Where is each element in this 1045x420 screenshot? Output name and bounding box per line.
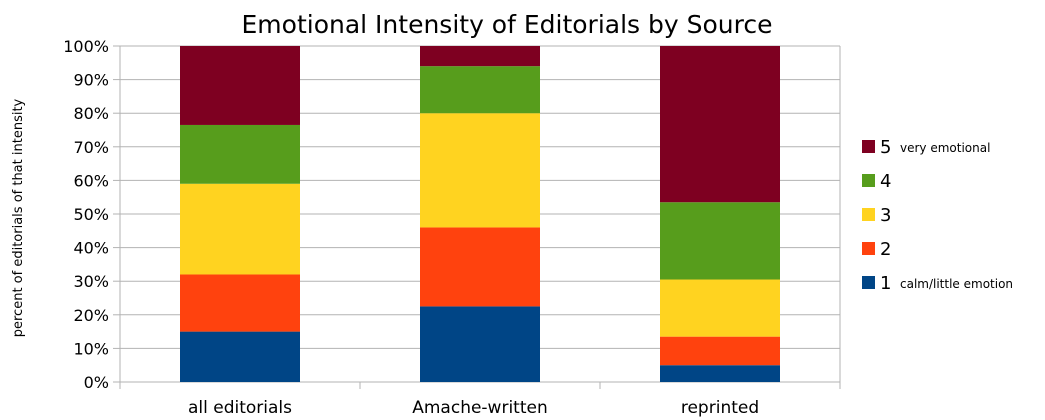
bar-segment [420, 113, 540, 228]
bar-segment [660, 336, 780, 366]
chart-title: Emotional Intensity of Editorials by Sou… [242, 10, 773, 39]
legend-swatch [862, 140, 875, 153]
bar-segment [420, 46, 540, 67]
y-tick-label: 80% [73, 104, 109, 123]
y-tick-label: 40% [73, 239, 109, 258]
legend-label: 1 [880, 273, 891, 294]
bar-segment [180, 46, 300, 125]
legend-swatch [862, 208, 875, 221]
legend-label: 4 [880, 171, 891, 192]
y-tick-label: 10% [73, 339, 109, 358]
bar-segment [660, 365, 780, 382]
legend-description: very emotional [900, 141, 990, 155]
y-tick-label: 60% [73, 171, 109, 190]
bar-segment [420, 306, 540, 382]
bar-segment [180, 124, 300, 184]
axes: 0% 10% 20% 30% 40% 50% 60% 70% 80% 90% 100% all edi… [63, 37, 841, 418]
bars [180, 46, 780, 382]
bar-segment [660, 202, 780, 280]
y-tick-label: 90% [73, 71, 109, 90]
y-tick-label: 70% [73, 138, 109, 157]
bar-segment [660, 279, 780, 337]
y-tick-label: 30% [73, 272, 109, 291]
legend-label: 2 [880, 239, 891, 260]
legend-description: calm/little emotion [900, 277, 1013, 291]
legend: 5 very emotional 4 3 2 1 calm/little emotion [862, 137, 1013, 294]
y-tick-label: 20% [73, 306, 109, 325]
legend-swatch [862, 174, 875, 187]
bar-segment [420, 227, 540, 307]
legend-swatch [862, 242, 875, 255]
x-tick-label: reprinted [681, 398, 759, 418]
bar-segment [660, 46, 780, 203]
legend-label: 3 [880, 205, 891, 226]
y-axis-label: percent of editorials of that intensity [11, 98, 26, 337]
bar-segment [420, 66, 540, 114]
legend-swatch [862, 276, 875, 289]
y-tick-label: 0% [84, 373, 109, 392]
y-tick-label: 50% [73, 205, 109, 224]
legend-label: 5 [880, 137, 891, 158]
x-tick-label: all editorials [188, 398, 292, 418]
x-tick-label: Amache-written [412, 398, 548, 418]
bar-segment [180, 331, 300, 382]
y-tick-label: 100% [63, 37, 109, 56]
bar-segment [180, 274, 300, 332]
bar-segment [180, 183, 300, 275]
